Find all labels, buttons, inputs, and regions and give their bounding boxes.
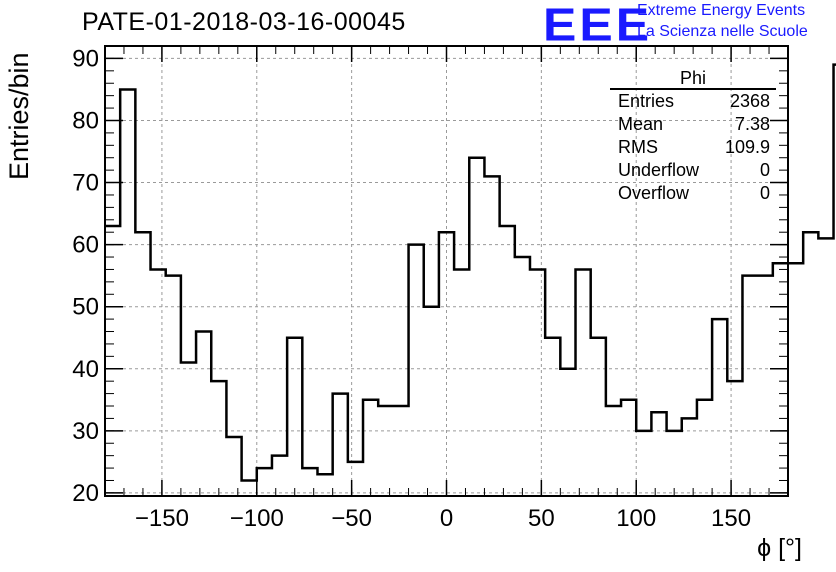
- y-tick-label: 20: [72, 480, 99, 507]
- chart-title: PATE-01-2018-03-16-00045: [82, 8, 406, 36]
- plot-frame: [104, 45, 789, 497]
- stats-label: Overflow: [618, 183, 690, 203]
- logo-caption-line2: La Scienza nelle Scuole: [637, 23, 808, 40]
- y-tick-label: 70: [72, 170, 99, 197]
- x-axis-label: ϕ [°]: [757, 534, 802, 562]
- y-tick-label: 40: [72, 356, 99, 383]
- grid: [105, 46, 788, 496]
- histogram-line: [105, 63, 836, 482]
- stats-label: Mean: [618, 114, 664, 134]
- stats-row: Underflow 0: [610, 159, 776, 182]
- y-tick-label: 80: [72, 107, 99, 134]
- x-tick-label: 50: [528, 505, 555, 532]
- y-tick-label: 90: [72, 45, 99, 72]
- x-tick-label: −100: [230, 505, 284, 532]
- y-axis-label: Entries/bin: [4, 52, 34, 180]
- y-tick-label: 30: [72, 418, 99, 445]
- logo-caption-line1: Extreme Energy Events: [637, 2, 806, 19]
- y-tick-label: 60: [72, 232, 99, 259]
- stats-box: Phi Entries 2368 Mean 7.38 RMS 109.9 Und…: [610, 68, 776, 205]
- x-tick-label: −50: [331, 505, 372, 532]
- stats-value: 7.38: [734, 114, 770, 134]
- stats-value: 2368: [729, 91, 770, 111]
- stats-label: Entries: [618, 91, 675, 111]
- stats-value: 0: [759, 160, 770, 180]
- stats-label: RMS: [618, 137, 658, 157]
- stats-row: Mean 7.38: [610, 113, 776, 136]
- x-tick-label: 100: [616, 505, 656, 532]
- stats-value: 0: [759, 183, 770, 203]
- stats-row: Overflow 0: [610, 182, 776, 205]
- x-tick-label: 150: [711, 505, 751, 532]
- stats-title: Phi: [610, 68, 776, 90]
- x-tick-label: −150: [135, 505, 189, 532]
- eee-logo: EEE: [543, 0, 653, 51]
- stats-value: 109.9: [724, 137, 770, 157]
- stats-row: Entries 2368: [610, 90, 776, 113]
- tick-labels: −150 −100 −50 0 50 100 150 20 30 40 50 60 70 80 90: [72, 45, 751, 532]
- y-tick-label: 50: [72, 294, 99, 321]
- x-tick-label: 0: [440, 505, 453, 532]
- stats-label: Underflow: [618, 160, 700, 180]
- stats-row: RMS 109.9: [610, 136, 776, 159]
